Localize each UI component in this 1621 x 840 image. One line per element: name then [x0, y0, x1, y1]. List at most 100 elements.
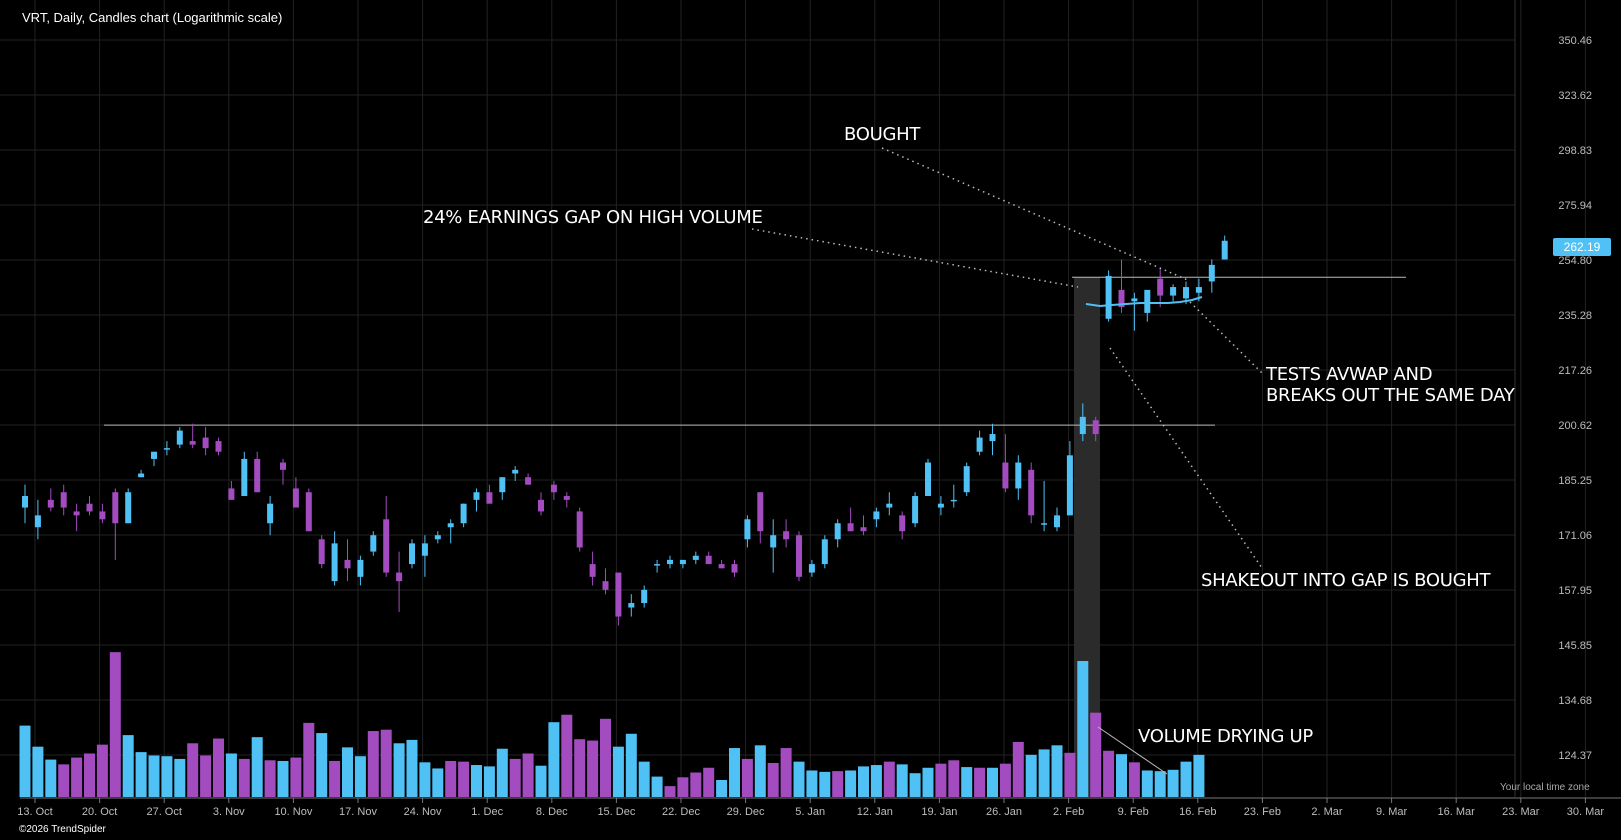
candle-body — [305, 492, 312, 532]
candle-body — [873, 511, 880, 520]
volume-bar — [767, 763, 779, 797]
volume-bar — [187, 743, 199, 797]
volume-bar — [690, 772, 702, 797]
volume-bar — [406, 739, 418, 797]
volume-bar — [471, 765, 482, 797]
y-tick-label: 157.95 — [1558, 585, 1592, 597]
x-tick-label: 5. Jan — [795, 806, 825, 818]
volume-bar — [483, 766, 495, 797]
candle-body — [550, 484, 557, 493]
shakeout-pointer — [1109, 347, 1263, 569]
candle-body — [576, 511, 583, 548]
volume-bar — [200, 755, 212, 797]
candle-body — [1028, 469, 1035, 516]
volume-bar — [677, 777, 689, 797]
volume-bar — [354, 756, 366, 797]
x-tick-label: 10. Nov — [274, 806, 312, 818]
y-tick-label: 275.94 — [1558, 200, 1592, 212]
annotation-shakeout: SHAKEOUT INTO GAP IS BOUGHT — [1201, 570, 1491, 591]
timezone-label[interactable]: Your local time zone — [1500, 782, 1590, 793]
volume-bar — [548, 722, 560, 797]
y-tick-label: 124.37 — [1558, 750, 1592, 762]
volume-bar — [741, 758, 753, 797]
candle-body — [770, 535, 777, 548]
volume-bar — [587, 740, 599, 797]
x-tick-label: 16. Mar — [1438, 806, 1476, 818]
candle-body — [834, 523, 841, 540]
candle-body — [899, 515, 906, 532]
volume-bar — [290, 757, 302, 797]
volume-bar — [1051, 745, 1063, 797]
candle-body — [396, 572, 403, 582]
y-tick-label: 235.28 — [1558, 310, 1592, 322]
candle-body — [1041, 523, 1048, 525]
candle-body — [847, 523, 854, 532]
volume-bar — [58, 764, 70, 797]
candle-body — [731, 564, 738, 573]
candle-body — [486, 492, 493, 504]
candle-body — [589, 564, 596, 577]
y-tick-label: 200.62 — [1558, 420, 1592, 432]
volume-bar — [870, 765, 882, 797]
candle-body — [112, 492, 119, 524]
candle-body — [654, 564, 661, 566]
candle-body — [1054, 515, 1060, 528]
x-tick-label: 22. Dec — [662, 806, 700, 818]
candle-body — [202, 437, 209, 449]
candle-body — [1183, 287, 1189, 299]
candle-body — [292, 488, 299, 508]
candle-body — [1221, 240, 1228, 260]
copyright: ©2026 TrendSpider — [19, 824, 106, 835]
x-tick-label: 9. Mar — [1376, 806, 1408, 818]
volume-bar — [522, 753, 534, 797]
candle-body — [860, 527, 867, 532]
candle-body — [563, 496, 570, 500]
y-tick-label: 134.68 — [1558, 695, 1592, 707]
volume-bar — [432, 768, 444, 797]
candle-body — [499, 477, 506, 493]
x-tick-label: 12. Jan — [857, 806, 893, 818]
candle-body — [1208, 264, 1215, 282]
volume-bar — [987, 767, 998, 797]
y-tick-label: 217.26 — [1558, 365, 1592, 377]
candle-body — [383, 519, 390, 573]
volume-bar — [445, 760, 457, 797]
candle-body — [950, 499, 957, 502]
volume-bar — [909, 773, 921, 797]
candle-body — [434, 535, 441, 540]
volume-bar — [148, 755, 160, 797]
volume-bar — [1038, 749, 1050, 797]
volume-bar — [1090, 712, 1102, 797]
volume-drying-pointer — [1097, 726, 1168, 775]
candle-body — [692, 555, 699, 560]
volume-bar — [1025, 754, 1037, 797]
volume-bar — [238, 758, 250, 797]
candle-body — [679, 559, 686, 565]
candle-body — [705, 555, 712, 565]
volume-bar — [858, 766, 869, 797]
candle-body — [318, 539, 325, 565]
volume-bar — [458, 761, 470, 797]
volume-bar — [1128, 762, 1140, 797]
candle-body — [280, 462, 286, 470]
volume-bar — [174, 758, 186, 797]
volume-bar — [845, 770, 857, 797]
annotation-bought: BOUGHT — [844, 124, 921, 145]
candle-body — [1144, 289, 1151, 313]
candle-body — [757, 492, 764, 532]
candle-body — [409, 543, 415, 565]
volume-bar — [754, 745, 766, 797]
resistance-lines — [104, 276, 1406, 426]
volume-bar — [625, 733, 637, 797]
candle-body — [1066, 455, 1073, 516]
candle-body — [886, 503, 893, 508]
candle-body — [937, 503, 944, 508]
volume-bar — [1064, 752, 1076, 797]
volume-bar — [393, 743, 405, 797]
x-tick-label: 19. Jan — [921, 806, 957, 818]
candle-body — [512, 469, 519, 474]
candle-body — [151, 451, 157, 459]
volume-bar — [729, 748, 740, 797]
volume-bar — [819, 771, 831, 797]
